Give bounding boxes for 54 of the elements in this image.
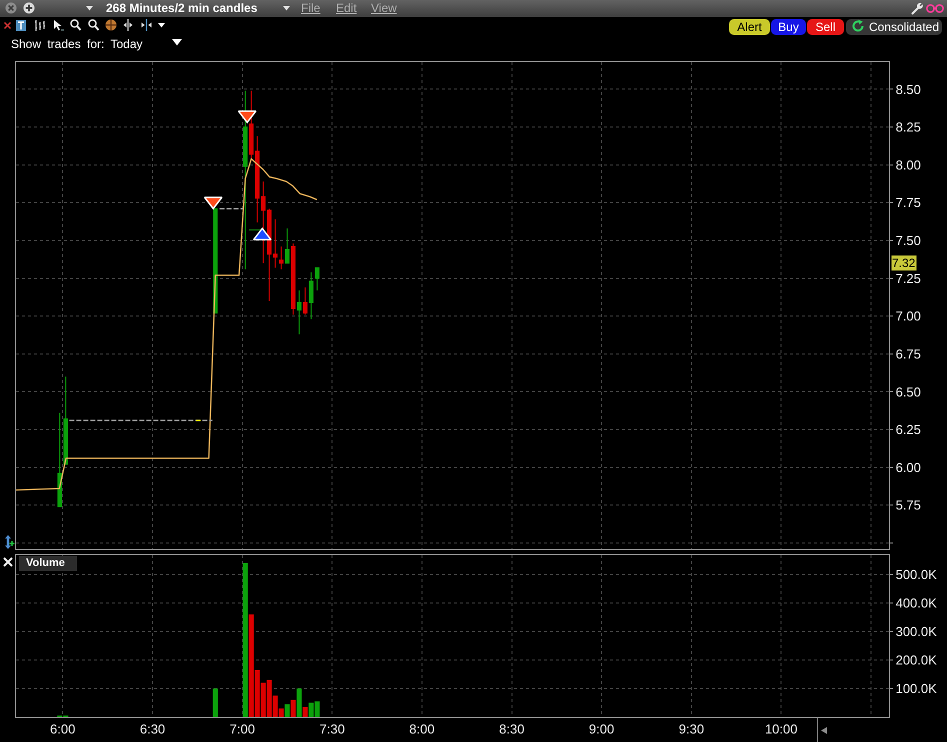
y-tick-label: 6.75 [896,346,921,362]
x-tick-label: 9:30 [678,722,704,737]
y-tick-label: 7.50 [896,233,921,248]
text: Sell [807,19,844,35]
bar [284,704,290,717]
chart-title: Volume [19,556,77,571]
y-tick-label: 200.0K [896,652,938,668]
x-tick-label: 7:30 [319,722,345,737]
x-tick-label: 6:00 [50,722,76,737]
text: 7.32 [892,256,916,270]
text: Alert [729,19,770,35]
chart-subtitle: Show trades for: Today [11,36,143,52]
text: Edit [336,1,357,16]
y-tick-label: 6.00 [896,460,921,475]
y-tick-label: 8.50 [896,82,921,97]
y-tick-label: 6.50 [896,384,921,400]
bar [302,707,308,717]
bar [290,700,296,717]
text: Buy [771,19,806,35]
candlestick [243,90,248,270]
y-tick-label: 500.0K [896,566,938,582]
y-tick-label: 7.00 [896,308,921,324]
text: Consolidated [846,19,942,35]
text: View [371,1,397,16]
chart-title: 268 Minutes/2 min candles [106,1,258,16]
line-series [16,158,318,491]
y-tick-label: 8.25 [896,120,921,135]
candlestick [314,267,320,291]
x-tick-label: 10:00 [764,722,798,737]
x-tick-label: 8:30 [499,722,524,737]
bar [212,688,218,717]
y-tick-label: 5.75 [896,498,921,513]
bar [296,688,302,717]
y-tick-label: 7.75 [896,195,921,210]
y-tick-label: 300.0K [896,624,938,639]
bar [242,562,248,717]
candlestick [63,376,68,465]
candlestick [308,272,314,320]
x-tick-label: 6:30 [140,722,166,737]
candlestick [278,246,284,270]
x-tick-label: 9:00 [588,722,614,737]
y-tick-label: 6.25 [896,422,921,438]
y-tick-label: 7.25 [896,270,921,286]
y-tick-label: 400.0K [896,595,938,610]
text: File [301,1,320,16]
y-tick-label: 8.00 [896,157,921,172]
candlestick [284,228,290,264]
candlestick [290,242,296,316]
x-tick-label: 7:00 [230,722,255,737]
y-tick-label: 100.0K [896,681,938,696]
candlestick [302,286,308,316]
x-tick-label: 8:00 [409,722,435,737]
candlestick [57,412,62,508]
candlestick [296,290,302,335]
